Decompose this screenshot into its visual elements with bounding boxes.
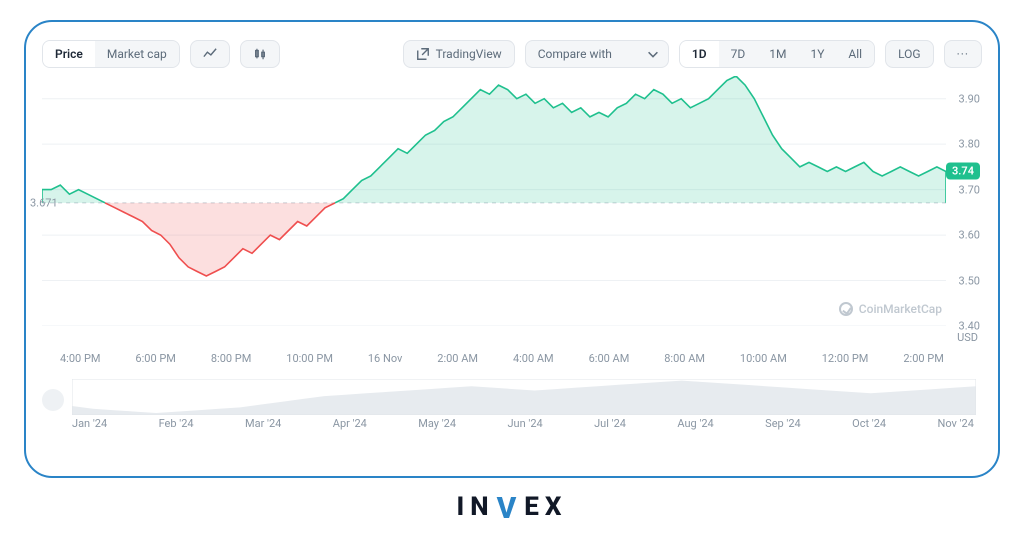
history-icon[interactable] (42, 389, 64, 411)
range-all[interactable]: All (836, 41, 874, 67)
tradingview-label: TradingView (436, 47, 502, 61)
x-tick: 2:00 PM (903, 352, 943, 365)
y-tick: 3.50 (959, 274, 980, 287)
brand-left: IN (457, 492, 495, 522)
overview-month: Jan '24 (72, 417, 107, 430)
tab-price[interactable]: Price (43, 41, 95, 67)
baseline-label: 3.671 (30, 196, 58, 209)
brand-mid: V (497, 491, 523, 526)
y-tick: 3.80 (959, 138, 980, 151)
overview-month: Jun '24 (507, 417, 542, 430)
range-1y[interactable]: 1Y (798, 41, 836, 67)
x-tick: 8:00 PM (211, 352, 251, 365)
log-toggle[interactable]: LOG (885, 40, 934, 68)
overview-month: Mar '24 (245, 417, 281, 430)
x-tick: 16 Nov (368, 352, 402, 365)
x-tick: 8:00 AM (664, 352, 705, 365)
overview-month: Oct '24 (852, 417, 886, 430)
chevron-down-icon (646, 47, 660, 61)
external-link-icon (416, 47, 430, 61)
y-axis: 3.403.503.603.703.803.903.743.671 (946, 76, 980, 326)
x-tick: 6:00 PM (135, 352, 175, 365)
watermark-text: CoinMarketCap (859, 302, 942, 316)
chart-card: Price Market cap TradingView Compare wit… (24, 20, 1000, 478)
coinmarketcap-icon (839, 302, 853, 316)
compare-label: Compare with (538, 47, 612, 61)
chart-type-line[interactable] (190, 40, 230, 68)
overview-month: Jul '24 (594, 417, 626, 430)
toolbar: Price Market cap TradingView Compare wit… (42, 40, 982, 68)
x-tick: 4:00 PM (60, 352, 100, 365)
y-tick: 3.60 (959, 229, 980, 242)
current-price-tag: 3.74 (946, 163, 980, 180)
brand-right: EX (524, 492, 567, 522)
overview-month: Aug '24 (677, 417, 713, 430)
chart-type-candles[interactable] (240, 40, 280, 68)
brand-logo: IN V EX (457, 489, 568, 524)
currency-label: USD (957, 331, 978, 344)
x-tick: 2:00 AM (437, 352, 478, 365)
x-tick: 10:00 AM (740, 352, 787, 365)
overview-chart: Jan '24 Feb '24 Mar '24 Apr '24 May '24 Jun '… (42, 379, 982, 437)
x-tick: 4:00 AM (513, 352, 554, 365)
y-tick: 3.90 (959, 92, 980, 105)
chart-canvas (42, 76, 946, 326)
tab-marketcap[interactable]: Market cap (95, 41, 179, 67)
line-chart-icon (203, 47, 217, 61)
watermark: CoinMarketCap (839, 302, 942, 316)
tradingview-button[interactable]: TradingView (403, 40, 515, 68)
metric-toggle: Price Market cap (42, 40, 180, 68)
candlestick-icon (253, 47, 267, 61)
overview-month: May '24 (418, 417, 456, 430)
overview-month: Apr '24 (333, 417, 367, 430)
y-tick: 3.70 (959, 183, 980, 196)
overview-canvas[interactable] (72, 379, 976, 415)
range-1d[interactable]: 1D (680, 41, 719, 67)
price-chart: 3.403.503.603.703.803.903.743.671 CoinMa… (42, 76, 982, 346)
range-toggle: 1D 7D 1M 1Y All (679, 40, 875, 68)
range-1m[interactable]: 1M (757, 41, 798, 67)
overview-month: Feb '24 (159, 417, 194, 430)
overview-month: Sep '24 (765, 417, 801, 430)
overview-month: Nov '24 (938, 417, 974, 430)
range-7d[interactable]: 7D (719, 41, 758, 67)
more-menu[interactable]: ··· (944, 40, 982, 68)
x-tick: 10:00 PM (286, 352, 333, 365)
x-axis: 4:00 PM 6:00 PM 8:00 PM 10:00 PM 16 Nov 2:00 … (42, 346, 982, 365)
compare-dropdown[interactable]: Compare with (525, 40, 669, 68)
x-tick: 12:00 PM (822, 352, 869, 365)
x-tick: 6:00 AM (589, 352, 630, 365)
